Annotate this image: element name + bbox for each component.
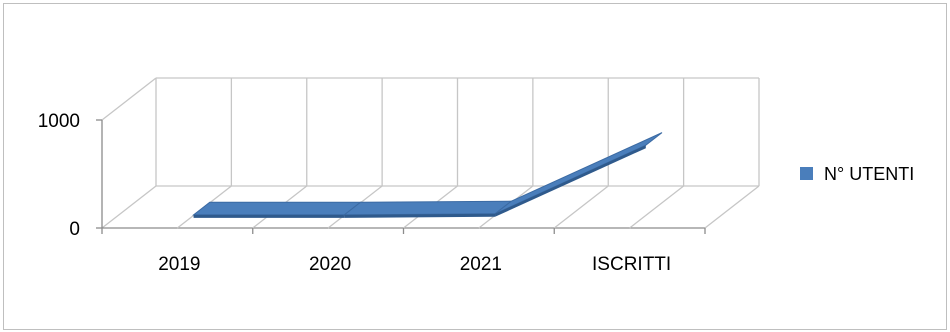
x-tick-label: ISCRITTI: [592, 254, 671, 275]
series-segment: [342, 200, 513, 216]
series-segment-edge: [495, 145, 646, 217]
series-ribbon: [192, 132, 663, 218]
x-tick-label: 2019: [158, 254, 200, 275]
y-axis-ticks: 0 1000: [38, 111, 80, 240]
legend-label: N° UTENTI: [824, 164, 914, 184]
legend-swatch: [800, 167, 813, 180]
y-tick-label: 1000: [38, 111, 80, 132]
x-tick-label: 2021: [460, 254, 502, 275]
legend: N° UTENTI: [800, 164, 914, 184]
floor-edge: [704, 185, 760, 229]
x-tick-label: 2020: [309, 254, 351, 275]
series-segment: [192, 201, 362, 216]
series-segment-edge: [193, 214, 345, 218]
side-wall-edge: [101, 185, 157, 229]
side-wall-edge: [101, 77, 157, 121]
floor-grid-line: [553, 185, 609, 229]
chart-frame: [3, 3, 947, 330]
series-segment-edge: [344, 213, 496, 218]
x-axis-ticks: 2019 2020 2021 ISCRITTI: [158, 254, 671, 275]
y-tick-label: 0: [69, 219, 80, 240]
series-segment: [494, 132, 663, 215]
floor-grid-line: [629, 185, 685, 229]
